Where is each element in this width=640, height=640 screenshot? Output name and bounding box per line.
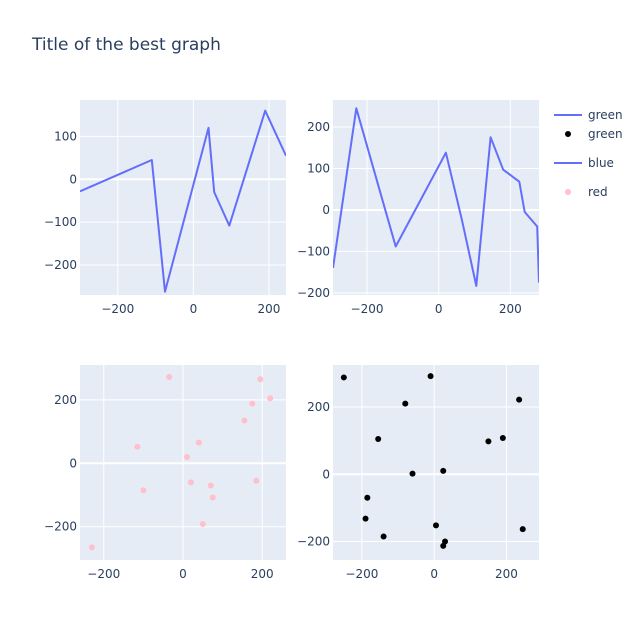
legend-marker-swatch bbox=[565, 189, 571, 195]
data-point[interactable] bbox=[362, 515, 369, 522]
x-tick-label: 200 bbox=[499, 302, 522, 316]
y-tick-label: 0 bbox=[69, 172, 77, 186]
subplot-3: −200 0 200 −200 0 200 bbox=[44, 365, 286, 581]
data-point[interactable] bbox=[267, 395, 274, 402]
series-line bbox=[80, 109, 286, 293]
legend-marker-swatch bbox=[565, 131, 571, 137]
subplots: −200 0 200 −200 −100 0 100 −200 0 200 −200 −100 0 100… bbox=[44, 100, 539, 581]
y-tick-label: 200 bbox=[54, 393, 77, 407]
data-point[interactable] bbox=[516, 396, 523, 403]
x-tick-label: −200 bbox=[87, 567, 120, 581]
legend-item[interactable]: blue bbox=[554, 156, 614, 170]
data-point[interactable] bbox=[140, 487, 147, 494]
data-point[interactable] bbox=[485, 438, 492, 445]
data-point[interactable] bbox=[253, 477, 260, 484]
x-tick-label: 0 bbox=[435, 302, 443, 316]
data-point[interactable] bbox=[199, 521, 206, 528]
legend-item[interactable]: green bbox=[565, 127, 623, 141]
y-tick-label: −200 bbox=[297, 535, 330, 549]
data-point[interactable] bbox=[187, 479, 194, 486]
x-tick-label: 0 bbox=[190, 302, 198, 316]
data-point[interactable] bbox=[499, 434, 506, 441]
subplot-1: −200 0 200 −200 −100 0 100 bbox=[44, 100, 286, 316]
data-point[interactable] bbox=[209, 494, 216, 501]
data-point[interactable] bbox=[249, 400, 256, 407]
x-tick-label: 200 bbox=[495, 567, 518, 581]
y-tick-label: −100 bbox=[297, 244, 330, 258]
y-tick-label: 200 bbox=[307, 120, 330, 134]
y-tick-label: 0 bbox=[69, 456, 77, 470]
plot-area bbox=[80, 100, 286, 295]
data-point[interactable] bbox=[380, 533, 387, 540]
data-point[interactable] bbox=[433, 522, 439, 529]
data-point[interactable] bbox=[88, 544, 95, 551]
y-tick-label: −200 bbox=[44, 258, 77, 272]
y-tick-label: −200 bbox=[44, 520, 77, 534]
x-tick-label: 200 bbox=[251, 567, 274, 581]
series-line[interactable] bbox=[333, 107, 539, 287]
legend-item[interactable]: green bbox=[554, 108, 623, 122]
data-point[interactable] bbox=[134, 443, 141, 450]
data-point[interactable] bbox=[364, 494, 371, 501]
x-tick-label: −200 bbox=[345, 567, 378, 581]
x-tick-label: 0 bbox=[430, 567, 438, 581]
data-point[interactable] bbox=[519, 526, 526, 533]
y-tick-label: 200 bbox=[307, 400, 330, 414]
legend-label: red bbox=[588, 185, 608, 199]
data-point[interactable] bbox=[207, 482, 214, 489]
y-tick-label: −200 bbox=[297, 286, 330, 300]
y-tick-label: 100 bbox=[54, 129, 77, 143]
y-tick-label: −100 bbox=[44, 215, 77, 229]
chart-title: Title of the best graph bbox=[31, 35, 221, 55]
data-point[interactable] bbox=[402, 400, 409, 407]
data-point[interactable] bbox=[409, 470, 416, 477]
x-tick-label: 0 bbox=[179, 567, 187, 581]
subplot-2: −200 0 200 −200 −100 0 100 200 bbox=[297, 100, 539, 316]
y-tick-label: 0 bbox=[322, 467, 330, 481]
data-point[interactable] bbox=[183, 453, 190, 460]
x-tick-label: −200 bbox=[351, 302, 384, 316]
series-line[interactable] bbox=[80, 109, 286, 293]
y-tick-label: 100 bbox=[307, 161, 330, 175]
data-point[interactable] bbox=[241, 417, 248, 424]
data-point[interactable] bbox=[440, 467, 447, 474]
data-point[interactable] bbox=[427, 373, 434, 380]
data-point[interactable] bbox=[166, 374, 173, 381]
data-point[interactable] bbox=[257, 376, 264, 383]
legend-label: green bbox=[588, 127, 623, 141]
data-point[interactable] bbox=[340, 374, 347, 381]
data-point[interactable] bbox=[375, 435, 382, 442]
data-point[interactable] bbox=[195, 439, 202, 446]
series-scatter bbox=[340, 373, 526, 549]
x-tick-label: −200 bbox=[101, 302, 134, 316]
x-tick-label: 200 bbox=[258, 302, 281, 316]
legend-label: blue bbox=[588, 156, 614, 170]
plot-area bbox=[333, 100, 539, 295]
legend[interactable]: green green blue red bbox=[554, 108, 623, 199]
series-line bbox=[333, 107, 539, 287]
y-tick-label: 0 bbox=[322, 203, 330, 217]
data-point[interactable] bbox=[440, 542, 447, 549]
series-scatter bbox=[88, 374, 274, 551]
subplot-4: −200 0 200 −200 0 200 bbox=[297, 365, 539, 581]
plot-area bbox=[333, 365, 539, 560]
legend-item[interactable]: red bbox=[565, 185, 608, 199]
legend-label: green bbox=[588, 108, 623, 122]
